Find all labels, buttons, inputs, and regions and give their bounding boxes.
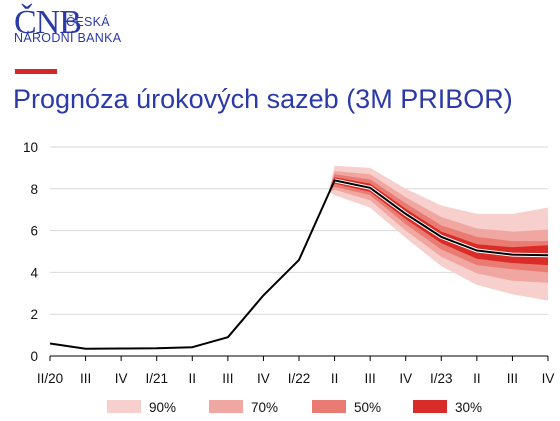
- x-tick-label: IV: [115, 371, 128, 386]
- logo-mark: ČNB: [14, 4, 82, 41]
- legend-item: 90%: [107, 400, 176, 415]
- legend-item: 70%: [209, 400, 278, 415]
- legend-label: 90%: [149, 400, 176, 415]
- x-tick-label: II: [473, 371, 481, 386]
- x-tick-label: III: [222, 371, 233, 386]
- x-tick-label: IV: [399, 371, 412, 386]
- legend-swatch: [107, 400, 141, 413]
- x-tick-label: III: [80, 371, 91, 386]
- legend-label: 50%: [354, 400, 381, 415]
- y-tick-label: 4: [30, 265, 38, 280]
- legend-swatch: [209, 400, 243, 413]
- y-tick-label: 2: [30, 307, 38, 322]
- chart-title: Prognóza úrokových sazeb (3M PRIBOR): [13, 84, 513, 114]
- x-tick-label: III: [365, 371, 376, 386]
- x-tick-label: I/22: [288, 371, 311, 386]
- series-lines: [49, 178, 549, 350]
- legend-label: 70%: [251, 400, 278, 415]
- x-tick-label: III: [507, 371, 518, 386]
- legend-item: 50%: [312, 400, 381, 415]
- accent-bar: [15, 69, 57, 74]
- x-tick-label: IV: [257, 371, 270, 386]
- y-tick-label: 10: [23, 140, 38, 155]
- y-tick-label: 8: [30, 182, 38, 197]
- legend: 90% 70% 50% 30%: [107, 400, 482, 415]
- y-tick-label: 6: [30, 224, 38, 239]
- logo-text-line1: ČESKÁ: [66, 15, 110, 29]
- x-tick-label: I/21: [145, 371, 168, 386]
- logo-text-line2: NÁRODNÍ BANKA: [14, 31, 122, 45]
- legend-item: 30%: [413, 400, 482, 415]
- x-tick-label: IV: [542, 371, 555, 386]
- legend-swatch: [312, 400, 346, 413]
- x-tick-label: II/20: [37, 371, 63, 386]
- legend-swatch: [413, 400, 447, 413]
- x-tick-label: II: [331, 371, 339, 386]
- y-tick-label: 0: [30, 349, 38, 364]
- x-tick-label: I/23: [430, 371, 453, 386]
- series-line: [49, 179, 549, 350]
- x-tick-label: II: [189, 371, 197, 386]
- legend-label: 30%: [455, 400, 482, 415]
